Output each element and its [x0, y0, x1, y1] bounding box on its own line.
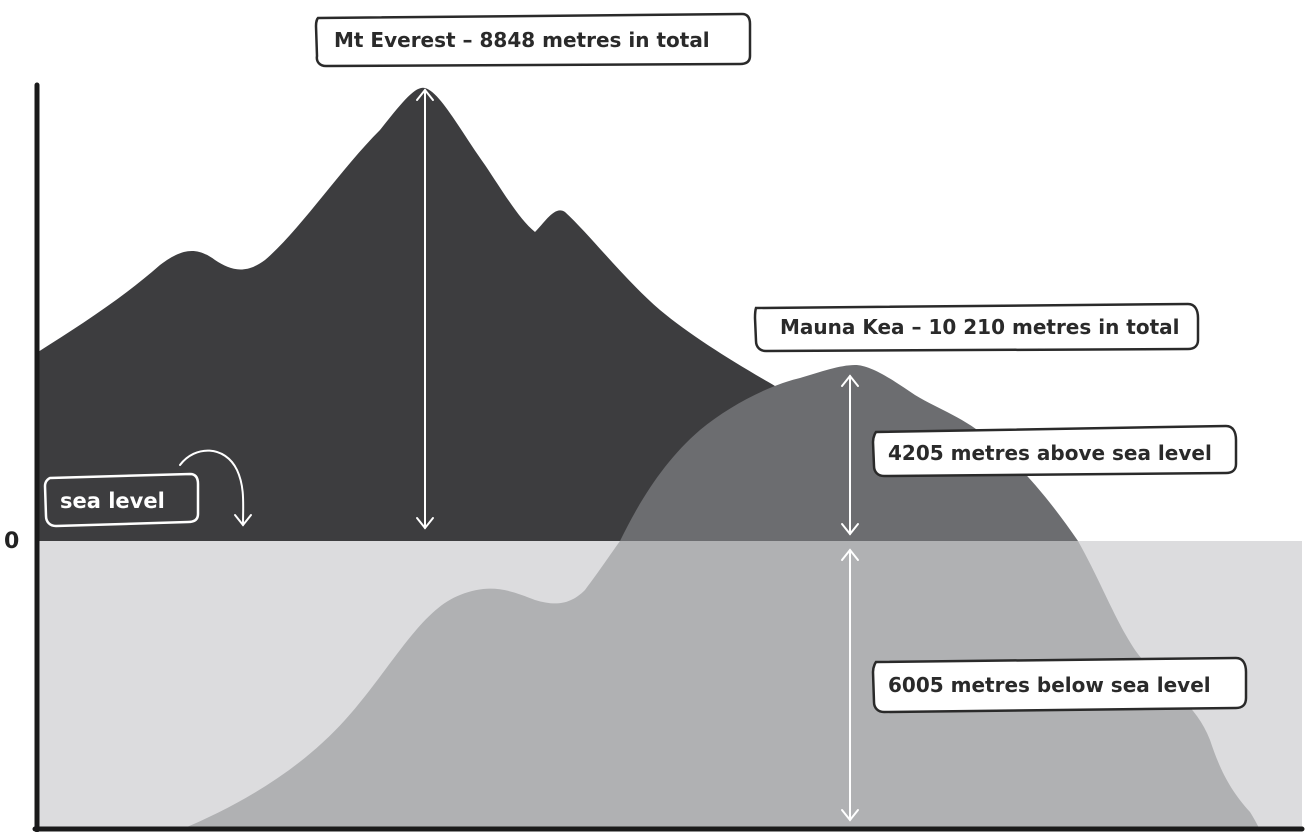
everest-label-callout: Mt Everest – 8848 metres in total — [314, 12, 752, 68]
above-sea-level-arrow — [841, 374, 859, 536]
mauna-kea-label: Mauna Kea – 10 210 metres in total — [780, 315, 1180, 339]
sea-level-label: sea level — [60, 489, 165, 513]
above-sea-level-callout: 4205 metres above sea level — [871, 424, 1238, 478]
sea-level-pointer-arrow — [179, 449, 252, 527]
below-sea-level-label: 6005 metres below sea level — [888, 673, 1211, 697]
everest-label: Mt Everest – 8848 metres in total — [334, 28, 710, 52]
mt-everest-shape — [38, 87, 805, 541]
mauna-kea-below-shape — [180, 541, 1260, 830]
below-sea-level-callout: 6005 metres below sea level — [871, 656, 1248, 714]
zero-axis-label: 0 — [4, 529, 19, 554]
everest-height-arrow — [416, 88, 434, 530]
above-sea-level-label: 4205 metres above sea level — [888, 441, 1212, 465]
mauna-kea-label-callout: Mauna Kea – 10 210 metres in total — [753, 302, 1200, 353]
sea-level-callout: sea level — [43, 472, 200, 528]
below-sea-level-arrow — [841, 548, 859, 822]
